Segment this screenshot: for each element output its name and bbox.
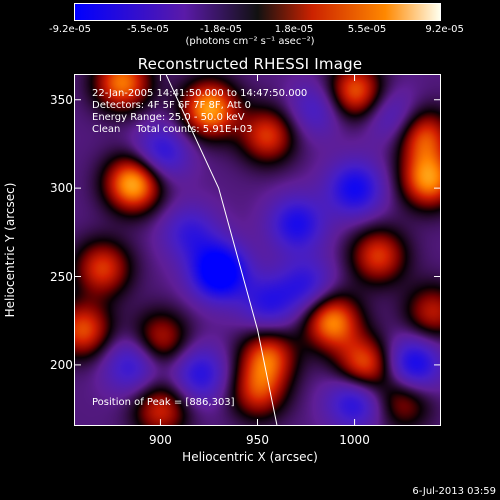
y-tick-label: 250 xyxy=(50,269,73,284)
plot-area: 22-Jan-2005 14:41:50.000 to 14:47:50.000… xyxy=(74,74,441,426)
colorbar-tick-label: -9.2e-05 xyxy=(48,24,91,35)
x-axis-label: Heliocentric X (arcsec) xyxy=(182,450,318,464)
colorbar-tick-label: 5.5e-05 xyxy=(347,24,387,35)
chart-title: Reconstructed RHESSI Image xyxy=(137,55,363,73)
colorbar xyxy=(74,3,441,21)
annotation-detectors: Detectors: 4F 5F 6F 7F 8F, Att 0 xyxy=(92,100,252,111)
annotation-clean: Clean Total counts: 5.91E+03 xyxy=(92,124,253,135)
colorbar-tick-label: -1.8e-05 xyxy=(200,24,242,35)
annotation-energy: Energy Range: 25.0 - 50.0 keV xyxy=(92,112,245,123)
colorbar-tick-label: -5.5e-05 xyxy=(127,24,169,35)
annotation-peak: Position of Peak = [886,303] xyxy=(92,397,235,408)
plot-timestamp: 6-Jul-2013 03:59 xyxy=(412,486,496,497)
y-tick-label: 200 xyxy=(50,357,73,372)
plot-overlay xyxy=(75,75,440,425)
heatmap-image xyxy=(75,75,440,425)
x-tick-label: 1000 xyxy=(339,433,370,447)
x-tick-label: 950 xyxy=(246,433,269,447)
colorbar-unit-label: (photons cm⁻² s⁻¹ asec⁻²) xyxy=(185,36,315,47)
y-tick-label: 300 xyxy=(50,181,73,196)
y-axis-label: Heliocentric Y (arcsec) xyxy=(3,182,17,318)
colorbar-tick-label: 1.8e-05 xyxy=(274,24,314,35)
colorbar-tick-label: 9.2e-05 xyxy=(425,24,464,35)
solar-limb-line xyxy=(165,75,278,425)
y-tick-label: 350 xyxy=(50,92,73,107)
annotation-time-range: 22-Jan-2005 14:41:50.000 to 14:47:50.000 xyxy=(92,88,308,99)
x-tick-label: 900 xyxy=(148,433,172,447)
